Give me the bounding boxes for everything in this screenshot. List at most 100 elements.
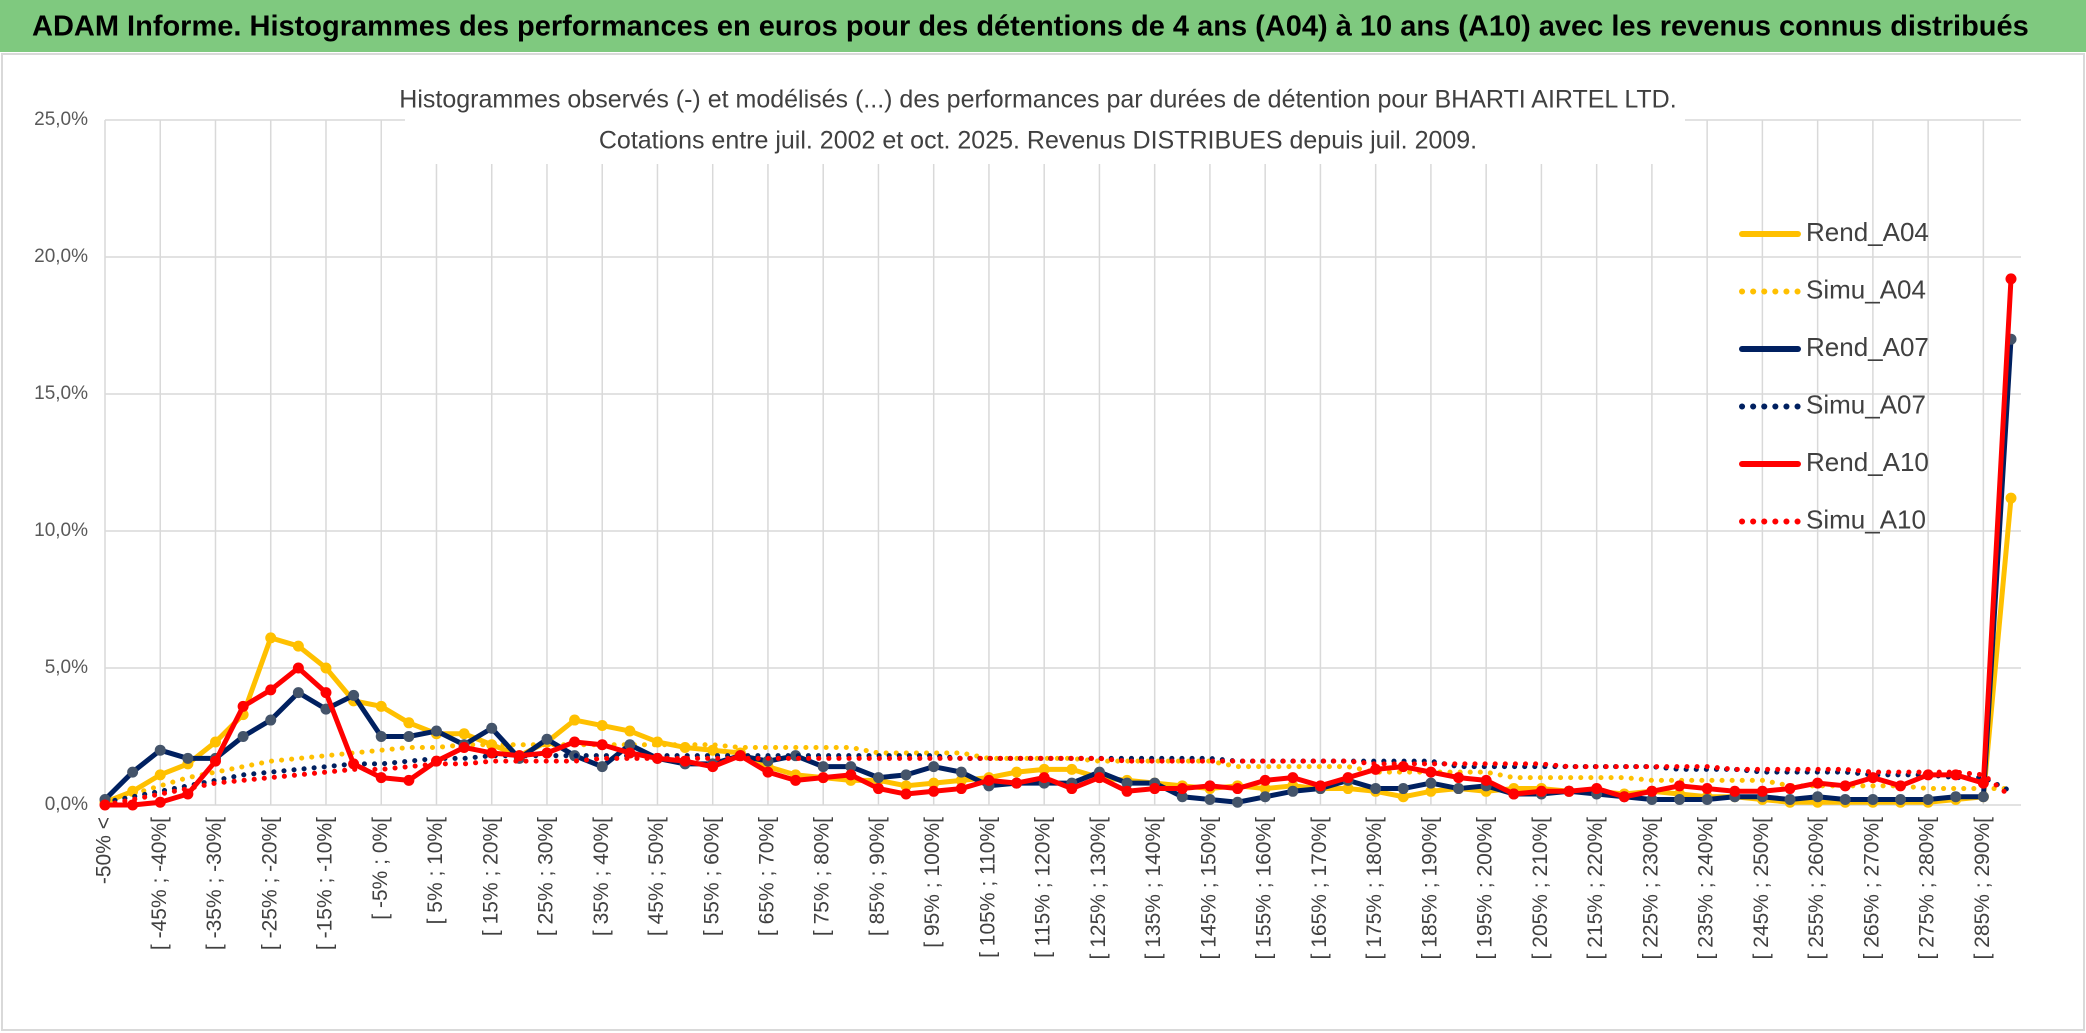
x-tick-label: [ 55% ; 60%[ bbox=[700, 817, 723, 936]
series-marker bbox=[486, 747, 498, 759]
series-marker bbox=[430, 725, 442, 737]
series-marker bbox=[1259, 791, 1271, 803]
x-tick-label: [ 5% ; 10%[ bbox=[424, 817, 447, 925]
y-tick-label: 10,0% bbox=[34, 520, 88, 541]
x-tick-label: [ 85% ; 90%[ bbox=[866, 817, 889, 936]
x-tick-label: [ 215% ; 220%[ bbox=[1584, 817, 1607, 960]
series-marker bbox=[1563, 785, 1575, 797]
series-marker bbox=[237, 700, 249, 712]
x-tick-label: [ 25% ; 30%[ bbox=[535, 817, 558, 936]
series-marker bbox=[1121, 777, 1133, 789]
series-marker bbox=[900, 769, 912, 781]
series-marker bbox=[1784, 783, 1796, 795]
series-marker bbox=[928, 777, 940, 789]
series-marker bbox=[1066, 763, 1078, 775]
y-tick-label: 0,0% bbox=[45, 794, 88, 815]
plot bbox=[99, 273, 2017, 811]
legend-label: Simu_A07 bbox=[1806, 389, 1926, 419]
legend-label: Rend_A07 bbox=[1806, 332, 1929, 362]
series-marker bbox=[1149, 783, 1161, 795]
series-marker bbox=[928, 761, 940, 773]
x-tick-label: [ 45% ; 50%[ bbox=[645, 817, 668, 936]
series-marker bbox=[569, 714, 581, 726]
series-marker bbox=[1812, 791, 1824, 803]
series-marker bbox=[154, 769, 166, 781]
series-marker bbox=[1011, 766, 1023, 778]
series-marker bbox=[486, 722, 498, 734]
series-line bbox=[102, 753, 2014, 805]
series-marker bbox=[458, 741, 470, 753]
series-marker bbox=[320, 662, 332, 674]
series-marker bbox=[2005, 273, 2017, 285]
series-marker bbox=[596, 739, 608, 751]
series-marker bbox=[1701, 794, 1713, 806]
series-marker bbox=[817, 772, 829, 784]
series-marker bbox=[1093, 772, 1105, 784]
series-marker bbox=[1977, 791, 1989, 803]
series-marker bbox=[1674, 794, 1686, 806]
x-tick-label: [ 285% ; 290%[ bbox=[1971, 817, 1994, 960]
series-marker bbox=[513, 750, 525, 762]
x-tick-label: [ 145% ; 150%[ bbox=[1197, 817, 1220, 960]
series-marker bbox=[1287, 785, 1299, 797]
series-marker bbox=[1342, 783, 1354, 795]
series-line bbox=[102, 742, 2014, 805]
x-tick-label: [ 225% ; 230%[ bbox=[1639, 817, 1662, 960]
series-marker bbox=[237, 731, 249, 742]
series-marker bbox=[403, 774, 415, 786]
series-marker bbox=[265, 714, 277, 726]
series-marker bbox=[955, 783, 967, 795]
series-marker bbox=[541, 733, 553, 745]
x-tick-label: [ 65% ; 70%[ bbox=[756, 817, 779, 936]
series-marker bbox=[624, 739, 636, 751]
series-marker bbox=[1038, 763, 1050, 775]
series-marker bbox=[596, 720, 608, 732]
x-tick-label: [ 195% ; 200%[ bbox=[1474, 817, 1497, 960]
series-marker bbox=[1425, 777, 1437, 789]
y-tick-label: 15,0% bbox=[34, 383, 88, 404]
series-marker bbox=[872, 783, 884, 795]
series-marker bbox=[1480, 774, 1492, 786]
series-marker bbox=[1232, 783, 1244, 795]
series-marker bbox=[955, 766, 967, 778]
series-marker bbox=[403, 731, 415, 742]
x-tick-label: [ 35% ; 40%[ bbox=[590, 817, 613, 936]
series-marker bbox=[845, 761, 857, 773]
series-marker bbox=[1756, 785, 1768, 797]
series-marker bbox=[1204, 794, 1216, 806]
series-marker bbox=[375, 772, 387, 784]
series-marker bbox=[2005, 492, 2017, 504]
series-marker bbox=[1287, 772, 1299, 784]
series-marker bbox=[1121, 785, 1133, 797]
series-marker bbox=[1066, 783, 1078, 795]
series-marker bbox=[1259, 774, 1271, 786]
series-marker bbox=[1038, 772, 1050, 784]
x-tick-label: [ 205% ; 210%[ bbox=[1529, 817, 1552, 960]
series-marker bbox=[403, 717, 415, 729]
series-marker bbox=[1895, 794, 1907, 806]
series-marker bbox=[624, 725, 636, 737]
series-marker bbox=[1867, 772, 1879, 784]
x-tick-label: [ 15% ; 20%[ bbox=[479, 817, 502, 936]
series-marker bbox=[1812, 777, 1824, 789]
series-marker bbox=[1977, 777, 1989, 789]
series-marker bbox=[790, 774, 802, 786]
series-marker bbox=[762, 766, 774, 778]
series-marker bbox=[1232, 796, 1244, 808]
series-marker bbox=[1425, 785, 1437, 797]
legend-label: Rend_A04 bbox=[1806, 217, 1929, 247]
x-tick-label: [ 75% ; 80%[ bbox=[811, 817, 834, 936]
x-tick-label: [ 235% ; 240%[ bbox=[1695, 817, 1718, 960]
series-line bbox=[102, 276, 2014, 808]
series-marker bbox=[596, 761, 608, 773]
series-marker bbox=[983, 774, 995, 786]
x-tick-label: -50% < bbox=[93, 817, 116, 884]
series-marker bbox=[1591, 783, 1603, 795]
series-marker bbox=[182, 752, 194, 764]
x-tick-label: [ -25% ; -20%[ bbox=[258, 817, 281, 950]
series-marker bbox=[900, 780, 912, 792]
x-tick-label: [ 105% ; 110%[ bbox=[976, 817, 999, 958]
series-marker bbox=[955, 774, 967, 786]
series-line bbox=[102, 755, 2014, 808]
x-tick-label: [ 255% ; 260%[ bbox=[1805, 817, 1828, 960]
